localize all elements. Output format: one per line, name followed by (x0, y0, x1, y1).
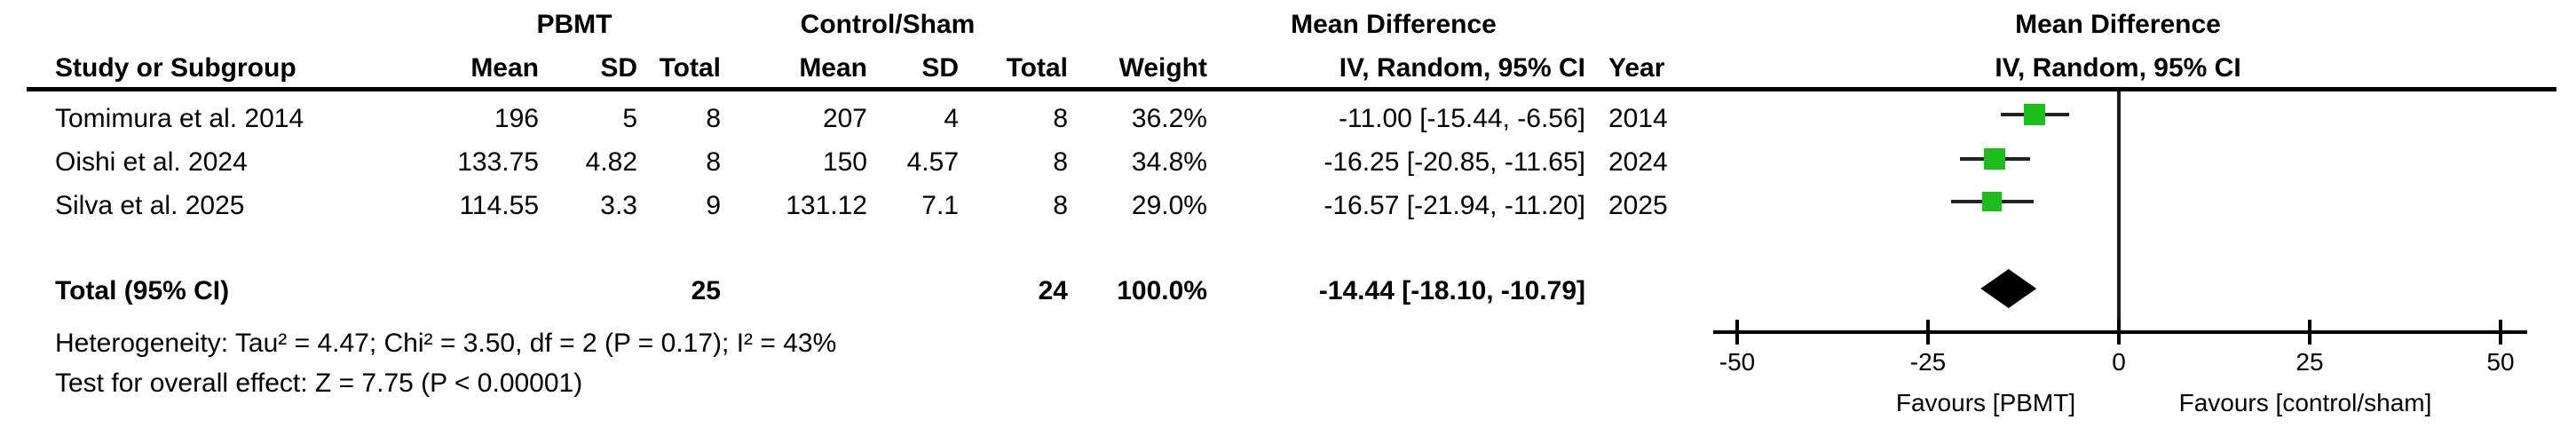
col-header-ctrl-mean: Mean (799, 53, 867, 83)
axis-tick-label: -50 (1719, 348, 1756, 376)
favours-right-label: Favours [control/sham] (2178, 389, 2432, 416)
col-header-ctrl-sd: SD (921, 53, 959, 83)
ctrl-total-cell: 8 (1053, 147, 1068, 177)
effect-square (1984, 148, 2006, 170)
effect-square (1982, 192, 2003, 211)
pbmt-sd-cell: 3.3 (600, 191, 637, 220)
study-name: Oishi et al. 2024 (55, 147, 248, 177)
col-header-weight: Weight (1118, 53, 1207, 83)
year-cell: 2014 (1608, 104, 1668, 133)
pbmt-mean-cell: 114.55 (459, 191, 539, 220)
total-label: Total (95% CI) (55, 276, 230, 305)
weight-cell: 36.2% (1131, 104, 1207, 133)
group-header-pbmt: PBMT (536, 10, 612, 39)
total-ctrl-n: 24 (1038, 276, 1068, 305)
col-header-ctrl-total: Total (1006, 53, 1068, 83)
ctrl-sd-cell: 4 (944, 104, 959, 133)
total-pbmt-n: 25 (691, 276, 721, 305)
pbmt-sd-cell: 4.82 (585, 147, 637, 177)
axis-tick (1735, 320, 1739, 345)
pbmt-sd-cell: 5 (622, 104, 637, 133)
col-header-pbmt-sd: SD (600, 53, 637, 83)
pbmt-total-cell: 8 (706, 104, 721, 133)
ctrl-sd-cell: 7.1 (921, 191, 959, 220)
axis-tick-label: 25 (2295, 348, 2324, 376)
group-header-mean-diff: Mean Difference (1291, 10, 1497, 39)
year-cell: 2025 (1608, 191, 1668, 220)
pbmt-mean-cell: 196 (494, 104, 539, 133)
axis-tick (2117, 320, 2121, 345)
ctrl-mean-cell: 131.12 (786, 191, 867, 220)
axis-tick-label: 50 (2486, 348, 2515, 376)
group-header-control: Control/Sham (800, 10, 976, 39)
axis-tick (2499, 320, 2502, 345)
col-header-pbmt-total: Total (659, 53, 721, 83)
ctrl-sd-cell: 4.57 (906, 147, 959, 177)
plot-header-mean-diff: Mean Difference (2015, 10, 2221, 39)
zero-reference-line (2117, 91, 2121, 335)
ci-text-cell: -16.25 [-20.85, -11.65] (1324, 147, 1585, 177)
pbmt-mean-cell: 133.75 (457, 147, 539, 177)
effect-square (2024, 104, 2046, 125)
heterogeneity-text: Heterogeneity: Tau² = 4.47; Chi² = 3.50,… (55, 329, 837, 358)
weight-cell: 34.8% (1131, 147, 1207, 177)
col-header-study: Study or Subgroup (55, 53, 296, 83)
ctrl-total-cell: 8 (1053, 191, 1068, 220)
axis-tick (2308, 320, 2311, 345)
axis-tick (1926, 320, 1930, 345)
study-name: Tomimura et al. 2014 (55, 104, 304, 133)
total-weight: 100.0% (1117, 276, 1207, 305)
pbmt-total-cell: 9 (706, 191, 721, 220)
pbmt-total-cell: 8 (706, 147, 721, 177)
weight-cell: 29.0% (1131, 191, 1207, 220)
axis-tick-label: -25 (1909, 348, 1947, 376)
study-name: Silva et al. 2025 (55, 191, 245, 220)
ctrl-mean-cell: 207 (822, 104, 867, 133)
plot-header-iv-random: IV, Random, 95% CI (1995, 53, 2241, 83)
ctrl-mean-cell: 150 (822, 147, 867, 177)
year-cell: 2024 (1608, 147, 1668, 177)
col-header-year: Year (1608, 53, 1665, 83)
summary-diamond (1980, 269, 2037, 308)
favours-left-label: Favours [PBMT] (1895, 389, 2076, 416)
ci-text-cell: -11.00 [-15.44, -6.56] (1339, 104, 1585, 133)
col-header-pbmt-mean: Mean (470, 53, 539, 83)
header-divider-line (27, 87, 2556, 91)
total-ci-text: -14.44 [-18.10, -10.79] (1318, 276, 1585, 305)
ctrl-total-cell: 8 (1053, 104, 1068, 133)
axis-tick-label: 0 (2112, 348, 2126, 376)
overall-effect-text: Test for overall effect: Z = 7.75 (P < 0… (55, 369, 583, 398)
col-header-iv-random: IV, Random, 95% CI (1339, 53, 1585, 83)
ci-text-cell: -16.57 [-21.94, -11.20] (1324, 191, 1585, 220)
